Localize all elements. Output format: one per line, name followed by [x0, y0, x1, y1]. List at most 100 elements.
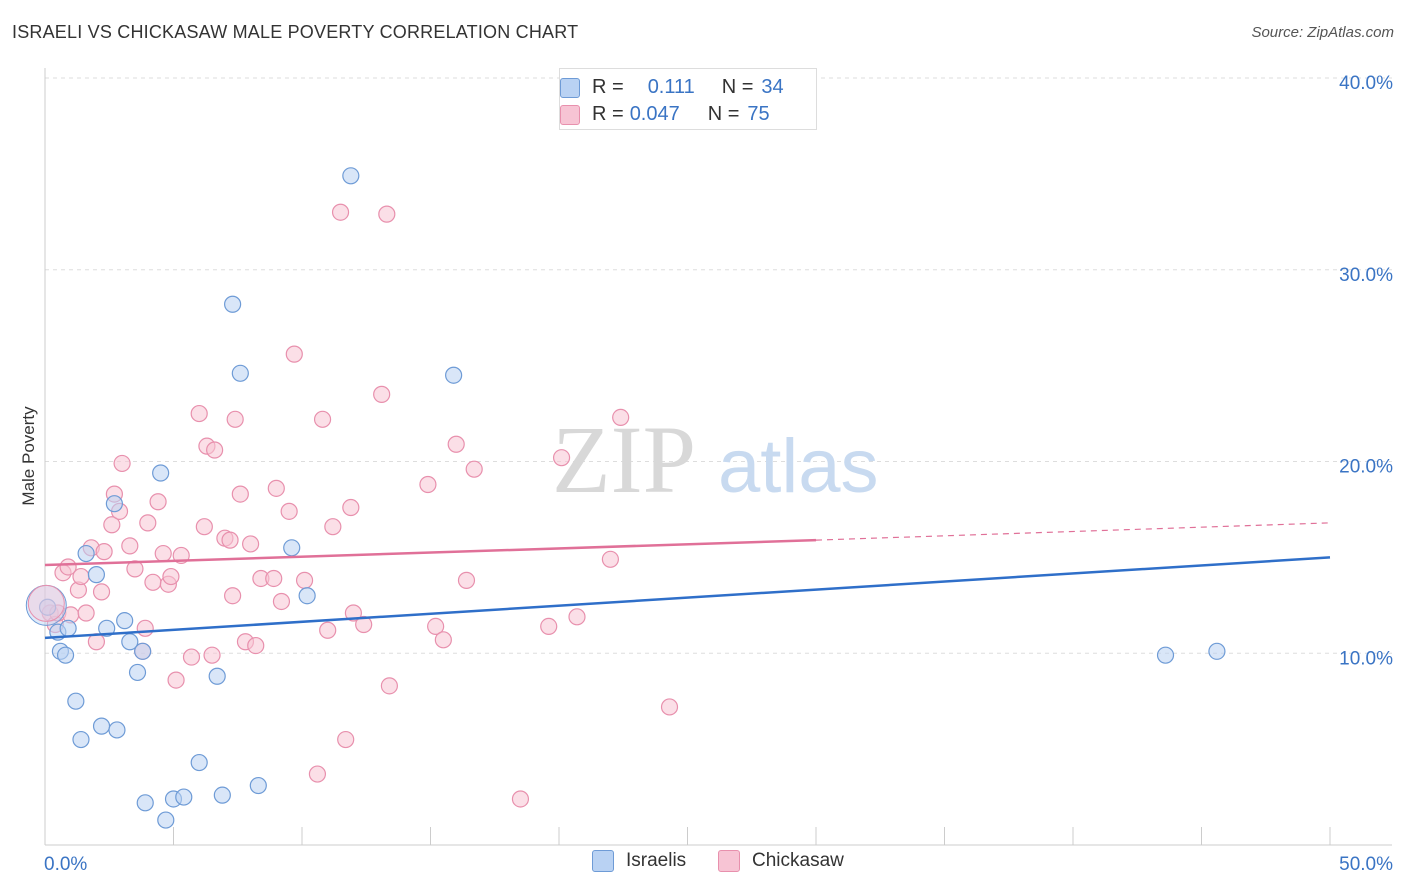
- israelis-point: [116, 612, 134, 630]
- israelis-point: [208, 667, 226, 685]
- chickasaw-point: [511, 790, 530, 808]
- chickasaw-point: [267, 479, 285, 497]
- chickasaw-point: [95, 543, 113, 561]
- bottom-legend: Israelis Chickasaw: [0, 850, 1406, 880]
- x-tick-label: 0.0%: [44, 854, 87, 875]
- israelis-point: [283, 539, 301, 557]
- y-tick-label: 10.0%: [1339, 648, 1393, 669]
- israelis-point: [98, 619, 116, 637]
- chickasaw-swatch: [718, 850, 740, 872]
- x-tick-label: 50.0%: [1339, 854, 1393, 875]
- israelis-point: [108, 721, 126, 739]
- chickasaw-point: [190, 404, 208, 423]
- israelis-trend-line: [44, 556, 1331, 640]
- watermark-atlas: atlas: [718, 424, 879, 509]
- legend-r-label: R =: [592, 102, 624, 125]
- stats-legend: R = 0.111 N = 34 R = 0.047 N = 75: [559, 68, 817, 130]
- chickasaw-point: [568, 608, 586, 626]
- israelis-swatch: [592, 850, 614, 872]
- chickasaw-point: [272, 592, 291, 611]
- chickasaw-point: [162, 567, 180, 586]
- chickasaw-point: [601, 550, 620, 568]
- chickasaw-point: [77, 604, 95, 622]
- chickasaw-point: [342, 498, 360, 517]
- chickasaw-point: [103, 516, 121, 534]
- israelis-point: [445, 366, 463, 384]
- y-tick-label: 20.0%: [1339, 457, 1393, 478]
- legend-n-label: N =: [707, 102, 740, 125]
- israelis-point: [134, 642, 152, 660]
- chickasaw-point: [224, 587, 242, 605]
- israelis-point: [56, 646, 75, 664]
- israelis-point: [105, 495, 123, 513]
- chickasaw-point: [206, 441, 224, 459]
- chickasaw-point: [242, 535, 260, 553]
- israelis-point: [1208, 642, 1226, 660]
- israelis-point: [224, 295, 242, 313]
- chickasaw-point: [149, 493, 167, 511]
- axis-layer: [44, 68, 1392, 846]
- legend-r-value: 0.047: [629, 102, 680, 125]
- chickasaw-swatch: [560, 105, 580, 125]
- israelis-point: [59, 619, 77, 637]
- chickasaw-point: [126, 560, 144, 578]
- chickasaw-trend-line: [44, 538, 817, 567]
- israelis-point: [152, 464, 170, 482]
- chickasaw-point: [280, 502, 298, 520]
- y-tick-label: 40.0%: [1339, 73, 1393, 94]
- chickasaw-point: [121, 537, 139, 555]
- chickasaw-point: [295, 571, 314, 589]
- chickasaw-point: [139, 514, 157, 532]
- chickasaw-point: [308, 765, 327, 783]
- source-label: Source: ZipAtlas.com: [1251, 24, 1394, 41]
- israelis-point: [136, 794, 154, 812]
- israelis-point: [298, 587, 316, 605]
- chickasaw-point: [154, 544, 172, 563]
- y-tick-label: 30.0%: [1339, 265, 1393, 286]
- israelis-swatch: [560, 78, 580, 98]
- chickasaw-point: [434, 631, 452, 649]
- legend-label-israelis: Israelis: [626, 850, 687, 871]
- chickasaw-point: [92, 583, 111, 601]
- chickasaw-point-large: [27, 584, 65, 622]
- legend-label-chickasaw: Chickasaw: [752, 850, 844, 871]
- legend-n-value: 75: [747, 102, 770, 125]
- chickasaw-point: [231, 485, 249, 503]
- chickasaw-point: [337, 730, 355, 749]
- israelis-point: [87, 566, 106, 584]
- y-axis-title: Male Poverty: [19, 406, 38, 506]
- chickasaw-point: [324, 518, 342, 536]
- israelis-point: [77, 544, 95, 563]
- legend-n-value: 34: [761, 75, 784, 98]
- chickasaw-point: [221, 531, 239, 549]
- chickasaw-point: [355, 615, 373, 634]
- points-layer: [25, 167, 1226, 829]
- legend-item-israelis: Israelis: [592, 850, 686, 872]
- israelis-point: [190, 753, 208, 772]
- legend-r-value: 0.111: [647, 75, 695, 98]
- chickasaw-point: [144, 573, 162, 591]
- chickasaw-point: [265, 569, 283, 588]
- israelis-point: [92, 717, 111, 735]
- chart-title: ISRAELI VS CHICKASAW MALE POVERTY CORREL…: [12, 22, 579, 42]
- israelis-point: [231, 364, 249, 382]
- israelis-point: [38, 598, 57, 616]
- chickasaw-point: [540, 617, 558, 636]
- chickasaw-point: [319, 621, 337, 639]
- chickasaw-point: [331, 203, 350, 221]
- legend-row-israelis: R = 0.111 N = 34: [560, 74, 784, 100]
- chickasaw-point: [203, 646, 221, 664]
- legend-r-label: R =: [592, 75, 624, 98]
- chickasaw-point: [419, 475, 437, 494]
- chickasaw-point: [182, 648, 201, 666]
- chickasaw-point: [447, 435, 465, 453]
- legend-item-chickasaw: Chickasaw: [718, 850, 844, 872]
- chickasaw-point: [344, 604, 362, 622]
- chickasaw-point: [427, 617, 445, 636]
- israelis-point: [1156, 646, 1175, 664]
- chickasaw-point: [136, 619, 154, 637]
- chickasaw-point: [285, 345, 303, 363]
- israelis-point: [213, 786, 231, 804]
- chickasaw-point: [378, 205, 396, 223]
